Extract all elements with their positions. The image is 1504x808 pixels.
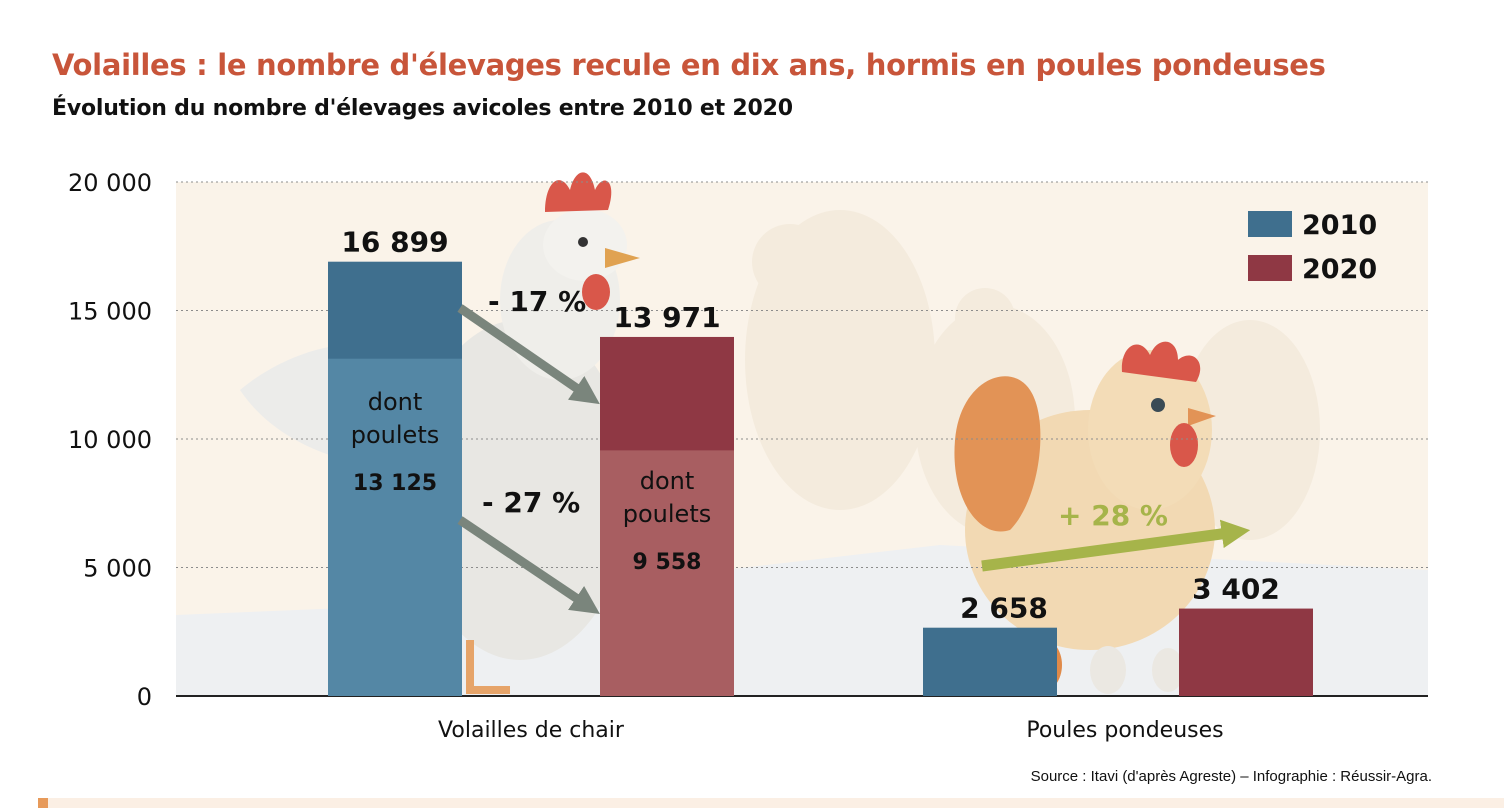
sub-label-text: dont: [368, 388, 423, 416]
legend: 2010 2020: [1248, 210, 1377, 285]
chart-subtitle: Évolution du nombre d'élevages avicoles …: [52, 96, 793, 121]
bottom-band: [38, 798, 1504, 808]
y-tick-label: 5 000: [83, 555, 152, 583]
legend-swatch-2010: [1248, 211, 1292, 237]
bar-segment-dont-poulets-2020: [600, 450, 734, 696]
bar-2010-poules-pondeuses: [923, 627, 1057, 696]
sub-value-label: 9 558: [633, 550, 702, 575]
y-tick-label: 20 000: [68, 169, 152, 197]
sub-label-text: dont: [640, 467, 695, 495]
change-label-total: - 17 %: [488, 285, 586, 318]
value-label: 16 899: [341, 226, 448, 259]
category-label-volailles-de-chair: Volailles de chair: [438, 718, 625, 743]
y-tick-label: 0: [137, 683, 152, 711]
y-tick-label: 10 000: [68, 426, 152, 454]
bar-segment-dont-poulets-2010: [328, 358, 462, 696]
change-arrow-total: [457, 304, 600, 405]
value-label: 3 402: [1192, 573, 1280, 606]
sub-value-label: 13 125: [353, 471, 437, 496]
change-arrow-pondeuses: [981, 519, 1251, 572]
bar-2020-poules-pondeuses: [1179, 608, 1313, 696]
legend-label-2020: 2020: [1302, 254, 1377, 285]
sub-label-text: poulets: [351, 421, 439, 449]
category-label-poules-pondeuses: Poules pondeuses: [1026, 718, 1223, 743]
value-label: 2 658: [960, 592, 1048, 625]
sub-label-text: poulets: [623, 500, 711, 528]
change-label-poulets: - 27 %: [482, 486, 580, 519]
value-label: 13 971: [613, 301, 720, 334]
source-credit: Source : Itavi (d'après Agreste) – Infog…: [1030, 768, 1432, 785]
chart-title: Volailles : le nombre d'élevages recule …: [52, 48, 1326, 82]
y-tick-label: 15 000: [68, 298, 152, 326]
legend-swatch-2020: [1248, 255, 1292, 281]
bottom-accent: [38, 798, 48, 808]
legend-label-2010: 2010: [1302, 210, 1377, 241]
change-arrow-poulets: [457, 516, 600, 615]
change-label-pondeuses: + 28 %: [1058, 499, 1168, 532]
